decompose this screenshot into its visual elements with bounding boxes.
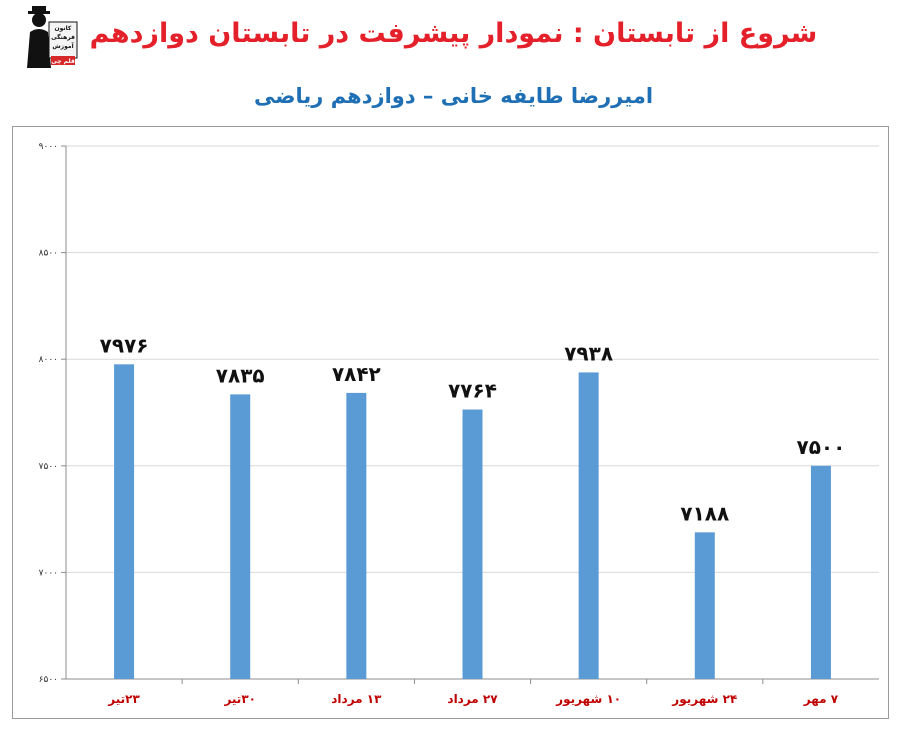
bar xyxy=(694,532,715,679)
data-label: ۷۷۶۴ xyxy=(448,379,497,403)
data-label: ۷۱۸۸ xyxy=(680,501,729,525)
bar xyxy=(346,392,367,679)
y-tick-label: ۷۵۰۰ xyxy=(39,462,58,472)
data-label: ۷۸۴۲ xyxy=(332,362,381,386)
data-label: ۷۸۳۵ xyxy=(216,363,265,387)
data-label: ۷۹۷۶ xyxy=(100,333,149,357)
bar-chart: ۶۵۰۰ ۷۰۰۰ ۷۵۰۰ ۸۰۰۰ ۸۵۰۰ ۹۰۰۰ ۷۹۷۶ ۲۳تیر ۷۸۳۵ ۳۰ت… xyxy=(39,142,879,707)
bar xyxy=(578,372,599,679)
logo-text: فرهنگی xyxy=(51,33,75,41)
logo-text: کانون xyxy=(55,25,72,32)
x-tick-label: ۲۷ مرداد xyxy=(447,692,498,706)
y-tick-label: ۶۵۰۰ xyxy=(39,675,58,685)
chart-title: شروع از تابستان : نمودار پیشرفت در تابست… xyxy=(89,18,818,49)
logo-text: قلم چی xyxy=(51,58,75,65)
x-tick-label: ۱۰ شهریور xyxy=(555,692,621,707)
data-label: ۷۹۳۸ xyxy=(564,341,613,365)
bar xyxy=(114,364,135,679)
x-tick-label: ۳۰تیر xyxy=(223,692,256,706)
chart-area: ۶۵۰۰ ۷۰۰۰ ۷۵۰۰ ۸۰۰۰ ۸۵۰۰ ۹۰۰۰ ۷۹۷۶ ۲۳تیر ۷۸۳۵ ۳۰ت… xyxy=(12,126,889,719)
y-tick-label: ۹۰۰۰ xyxy=(39,142,58,152)
x-tick-label: ۱۳ مرداد xyxy=(331,692,382,706)
y-tick-label: ۷۰۰۰ xyxy=(39,568,58,578)
x-tick-label: ۲۴ شهریور xyxy=(671,692,737,707)
logo-text: آموزش xyxy=(52,41,74,50)
x-tick-label: ۷ مهر xyxy=(803,692,839,706)
x-tick-label: ۲۳تیر xyxy=(107,692,140,706)
y-tick-label: ۸۵۰۰ xyxy=(39,249,58,259)
y-tick-label: ۸۰۰۰ xyxy=(39,355,58,365)
chart-subtitle: امیررضا طایفه خانی – دوازدهم ریاضی xyxy=(253,84,654,108)
bar xyxy=(462,409,483,679)
bar xyxy=(810,465,831,679)
bar xyxy=(230,394,251,679)
data-label: ۷۵۰۰ xyxy=(797,435,846,459)
